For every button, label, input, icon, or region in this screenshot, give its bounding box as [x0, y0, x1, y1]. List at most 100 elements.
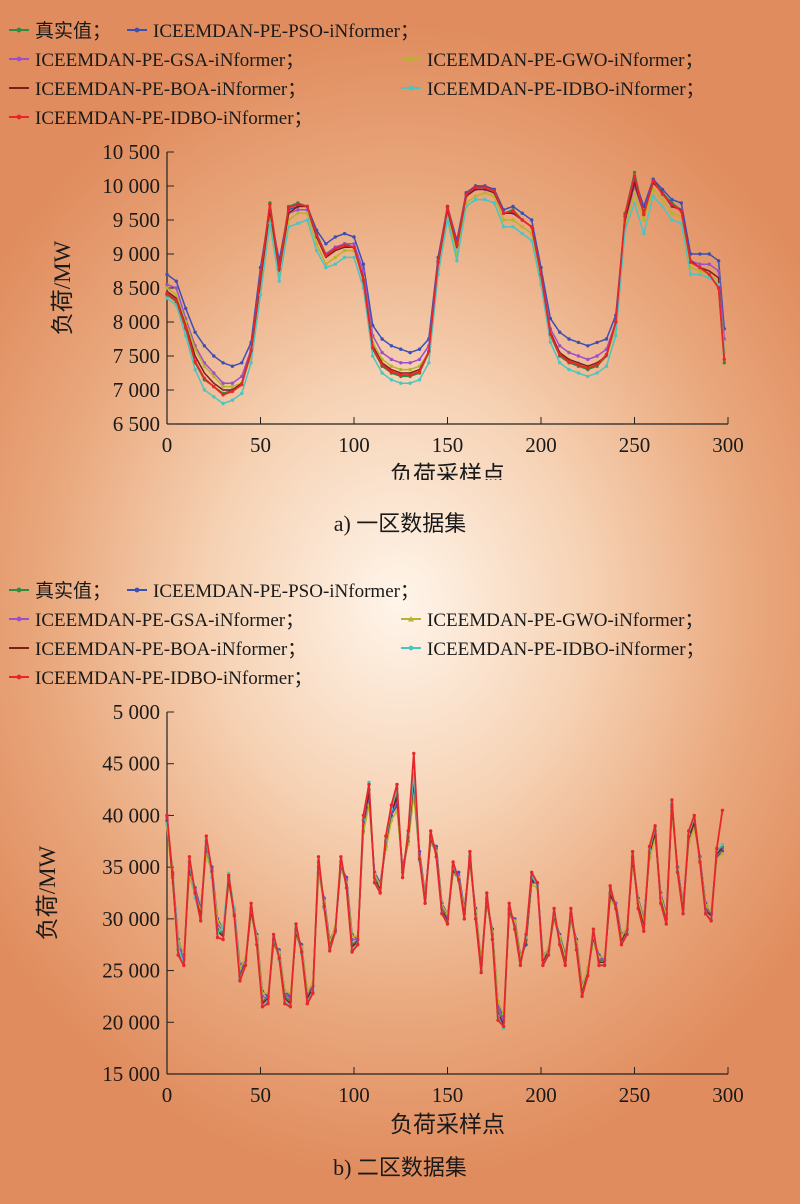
y-tick-label: 8 000 [113, 310, 160, 334]
data-point [473, 194, 478, 198]
legend-label: ICEEMDAN-PE-BOA-iNformer； [35, 79, 307, 100]
x-tick-label: 150 [432, 433, 464, 457]
y-tick-label: 9 500 [113, 208, 160, 232]
y-tick-label: 45 000 [102, 752, 160, 776]
data-point [479, 970, 483, 975]
data-point [567, 350, 571, 355]
legend-item: 真实值； [8, 16, 111, 43]
data-point [286, 206, 291, 210]
data-point [378, 891, 382, 895]
legend-marker [400, 613, 422, 625]
data-point [174, 279, 178, 283]
data-point [212, 384, 216, 389]
data-point [193, 891, 197, 895]
data-point [361, 262, 366, 266]
data-point [591, 927, 596, 931]
data-point [670, 197, 674, 202]
legend-label: 真实值； [35, 21, 112, 42]
data-point [232, 914, 236, 918]
data-point [464, 192, 468, 196]
data-point [314, 233, 319, 237]
legend-item: ICEEMDAN-PE-IDBO-iNformer； [400, 634, 705, 661]
data-point [417, 357, 422, 362]
data-point [372, 881, 377, 885]
y-tick-label: 30 000 [102, 907, 160, 931]
legend-item: ICEEMDAN-PE-GSA-iNformer； [8, 45, 304, 72]
data-point [240, 391, 244, 396]
legend-marker [8, 53, 30, 65]
legend-item: ICEEMDAN-PE-IDBO-iNformer； [400, 74, 705, 101]
data-point [286, 225, 291, 229]
data-point [440, 912, 444, 916]
data-point [212, 371, 216, 375]
data-point [604, 352, 609, 357]
data-point [660, 197, 665, 202]
data-point [436, 260, 440, 264]
legend-label: ICEEMDAN-PE-IDBO-iNformer； [427, 639, 705, 660]
data-point [670, 211, 674, 215]
data-point [305, 204, 309, 209]
data-point [530, 225, 534, 229]
y-tick-label: 6 500 [113, 412, 160, 436]
data-point [202, 388, 207, 392]
data-point [492, 201, 496, 205]
legend-label: 真实值； [35, 581, 112, 602]
x-tick-label: 0 [162, 1083, 173, 1107]
data-point [258, 293, 263, 297]
data-point [595, 371, 599, 375]
data-point [230, 398, 235, 402]
data-point [328, 949, 332, 953]
data-point [165, 813, 169, 818]
data-point [586, 974, 590, 978]
data-point [679, 201, 683, 205]
y-tick-label: 40 000 [102, 803, 160, 827]
x-tick-label: 200 [525, 433, 557, 457]
data-point [670, 218, 674, 222]
data-point [202, 344, 207, 348]
x-tick-label: 150 [432, 1083, 464, 1107]
data-point [296, 211, 300, 215]
data-point [221, 361, 225, 365]
data-point [408, 361, 412, 365]
data-point [604, 337, 609, 341]
data-point [333, 246, 337, 251]
data-point [288, 1005, 293, 1009]
data-point [530, 870, 534, 874]
data-point [283, 1002, 287, 1006]
data-point [399, 347, 403, 351]
data-point [399, 373, 403, 377]
y-tick-label: 20 000 [102, 1010, 160, 1034]
legend-label: ICEEMDAN-PE-GSA-iNformer； [35, 610, 305, 631]
data-point [221, 384, 225, 389]
data-point [720, 808, 725, 812]
y-tick-label: 10 500 [102, 140, 160, 164]
data-point [342, 243, 347, 247]
legend-marker [400, 82, 422, 94]
data-point [238, 979, 242, 983]
data-point [716, 286, 721, 290]
data-point [619, 943, 624, 947]
data-point [294, 922, 298, 926]
data-point [230, 381, 235, 385]
data-point [709, 919, 713, 923]
data-point [356, 943, 360, 947]
data-point [399, 361, 403, 365]
data-point [580, 994, 584, 999]
data-point [576, 363, 581, 367]
data-point [342, 248, 347, 253]
data-point [548, 316, 553, 321]
data-point [258, 274, 263, 278]
data-point [367, 782, 371, 787]
data-point [240, 374, 244, 379]
data-point [406, 829, 410, 833]
data-point [501, 225, 506, 229]
data-point [249, 361, 253, 365]
data-point [722, 361, 726, 365]
data-point [202, 364, 207, 368]
data-point [277, 279, 281, 283]
legend-label: ICEEMDAN-PE-PSO-iNformer； [153, 581, 419, 602]
legend-marker [400, 642, 422, 654]
data-point [642, 218, 646, 222]
data-point [174, 286, 178, 290]
x-tick-label: 50 [250, 433, 271, 457]
